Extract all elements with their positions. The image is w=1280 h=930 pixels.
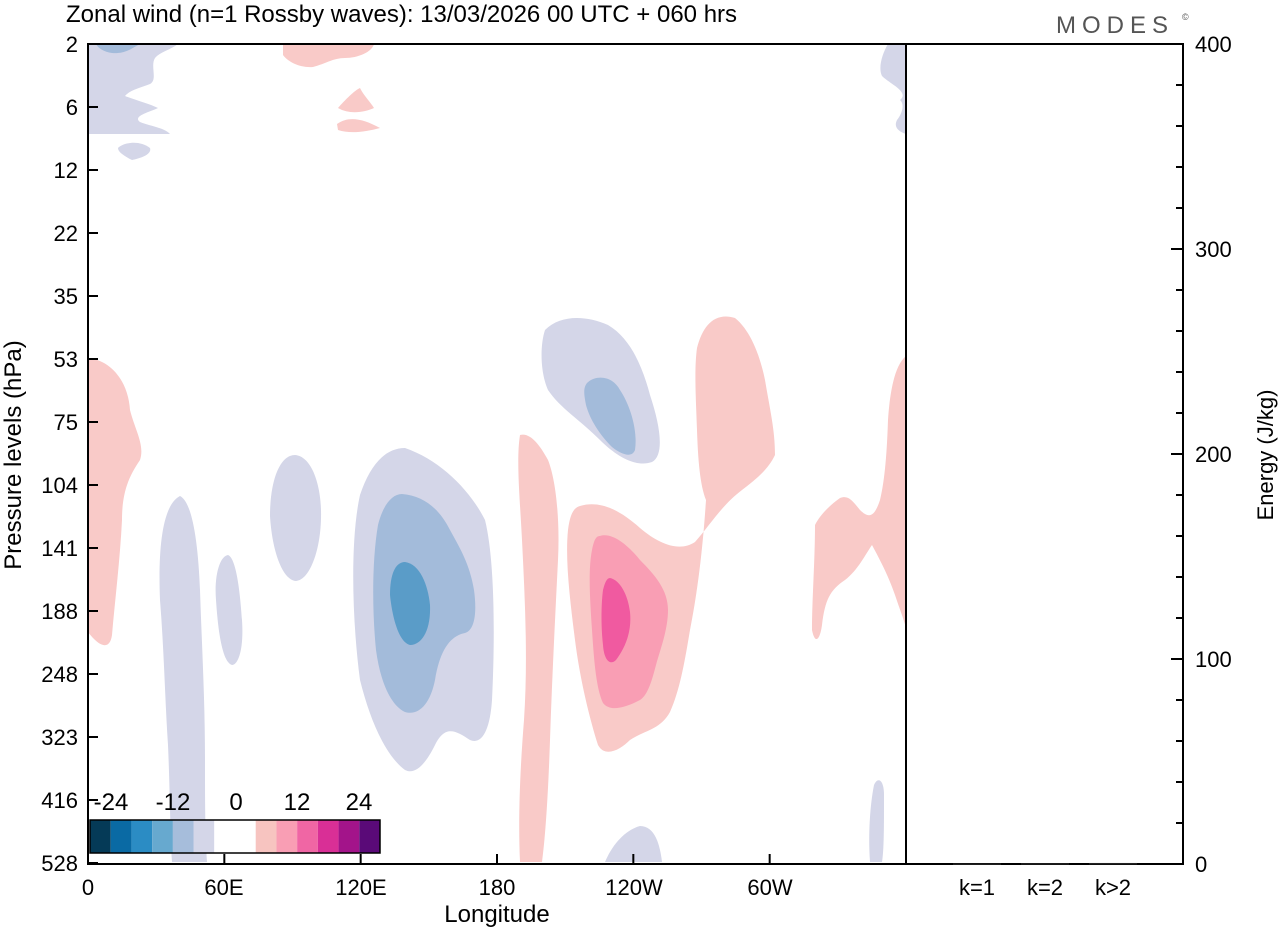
colorbar-swatch: [276, 820, 298, 853]
main-plot-frame: [87, 43, 907, 865]
y-tick-label: 528: [41, 851, 78, 876]
energy-bars: [953, 862, 1137, 865]
neg-contour-bottom-1: [605, 826, 662, 862]
x-tick-label: 120W: [605, 875, 663, 900]
y-tick-label: 22: [54, 221, 78, 246]
pressure-axis: [88, 43, 98, 864]
y-tick-label: 75: [54, 410, 78, 435]
colorbar-swatch: [338, 820, 360, 853]
colorbar-swatch: [152, 820, 173, 853]
energy-panel-frame: [905, 43, 1184, 865]
energy-category-label: k=1: [959, 875, 995, 900]
y-axis-title: Pressure levels (hPa): [0, 340, 27, 569]
pos-contour-top-3: [337, 119, 380, 133]
neg-contour-column-1: [159, 496, 207, 862]
colorbar-swatch: [317, 820, 339, 853]
neg-contour-top-left-core: [96, 44, 140, 54]
energy-axis: [1171, 43, 1183, 865]
colorbar-label: 24: [346, 789, 373, 816]
longitude-axis-labels: 0 60E 120E 180 120W 60W: [82, 875, 793, 900]
y-tick-label: 35: [54, 284, 78, 309]
colorbar-swatch: [359, 820, 380, 853]
chart-title: Zonal wind (n=1 Rossby waves): 13/03/202…: [66, 1, 737, 28]
colorbar: [89, 819, 381, 854]
energy-bar: [1089, 862, 1137, 865]
colorbar-swatch: [255, 820, 277, 853]
energy-tick-label: 200: [1195, 442, 1232, 467]
neg-contour-blob-3: [270, 455, 322, 581]
brand-logo: MODES: [1056, 12, 1174, 39]
colorbar-swatch: [193, 820, 215, 853]
x-tick-label: 120E: [335, 875, 386, 900]
neg-contour-main-core: [390, 562, 431, 645]
neg-contour-bottom-2: [869, 780, 884, 862]
y-tick-label: 104: [41, 473, 78, 498]
colorbar-label: -24: [94, 789, 129, 816]
neg-contour-upper-core: [584, 377, 636, 455]
y-tick-label: 53: [54, 347, 78, 372]
y-tick-label: 12: [54, 158, 78, 183]
colorbar-swatch: [90, 820, 111, 853]
colorbar-swatch: [110, 820, 132, 853]
pos-contour-right: [812, 356, 906, 640]
x-axis-title: Longitude: [444, 901, 549, 928]
energy-category-label: k>2: [1095, 875, 1131, 900]
colorbar-label: -12: [156, 789, 191, 816]
pressure-axis-labels: 2 6 12 22 35 53 75 104 141 188 248 323 4…: [41, 32, 78, 876]
energy-tick-label: 400: [1195, 32, 1232, 57]
y-tick-label: 6: [66, 95, 78, 120]
pos-contour-top-1: [283, 44, 374, 68]
colorbar-frame: [89, 819, 381, 854]
colorbar-swatch: [297, 820, 318, 853]
pos-contour-main-core: [601, 578, 631, 663]
pos-contour-left-edge: [88, 358, 142, 646]
x-tick-label: 60W: [747, 875, 792, 900]
x-tick-label: 0: [82, 875, 94, 900]
colorbar-label: 12: [284, 789, 311, 816]
energy-tick-label: 100: [1195, 647, 1232, 672]
neg-contour-top-left: [88, 44, 178, 134]
wind-field: [88, 44, 906, 862]
energy-axis-title: Energy (J/kg): [1253, 390, 1278, 521]
longitude-axis: [87, 854, 907, 864]
pos-contour-top-2: [338, 88, 374, 113]
y-tick-label: 2: [66, 32, 78, 57]
y-tick-label: 323: [41, 725, 78, 750]
colorbar-swatch: [131, 820, 153, 853]
y-tick-label: 416: [41, 788, 78, 813]
energy-axis-labels: 0 100 200 300 400: [1195, 32, 1232, 877]
energy-bar: [953, 863, 1001, 865]
brand-mark: ©: [1182, 12, 1189, 22]
y-tick-label: 188: [41, 599, 78, 624]
colorbar-swatch: [235, 820, 256, 853]
colorbar-swatch: [172, 820, 194, 853]
energy-category-labels: k=1 k=2 k>2: [959, 875, 1131, 900]
neg-contour-column-2: [215, 555, 243, 665]
pos-contour-column-1: [518, 434, 559, 862]
energy-bar: [1021, 863, 1069, 865]
y-tick-label: 141: [41, 536, 78, 561]
neg-contour-small-1: [118, 142, 151, 160]
neg-contour-top-right: [880, 44, 906, 134]
energy-tick-label: 300: [1195, 237, 1232, 262]
x-tick-label: 60E: [204, 875, 243, 900]
x-tick-label: 180: [479, 875, 516, 900]
y-tick-label: 248: [41, 662, 78, 687]
energy-category-label: k=2: [1027, 875, 1063, 900]
energy-tick-label: 0: [1195, 852, 1207, 877]
colorbar-labels: -24 -12 0 12 24: [94, 789, 373, 816]
colorbar-label: 0: [229, 789, 242, 816]
colorbar-swatch: [214, 820, 235, 853]
